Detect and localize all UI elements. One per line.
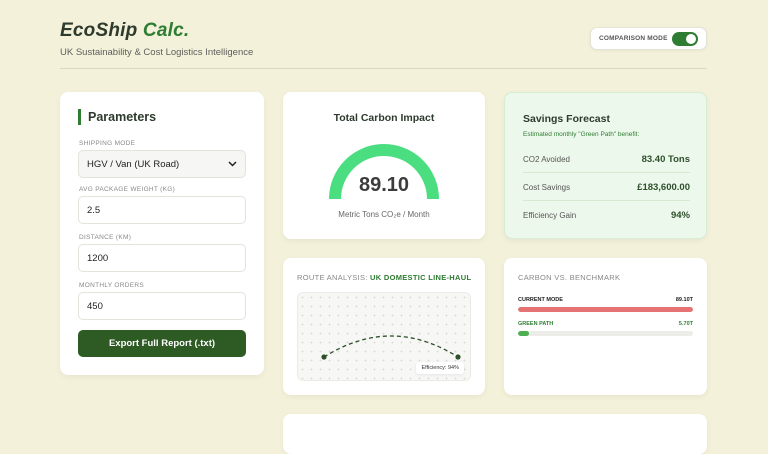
avg-weight-input[interactable]: 2.5 [78,196,246,224]
benchmark-row-green: GREEN PATH 5.70T [518,321,693,336]
route-analysis-card: ROUTE ANALYSIS: UK DOMESTIC LINE-HAUL Ef… [283,258,485,395]
comparison-mode-control[interactable]: COMPARISON MODE [590,27,707,50]
distance-value: 1200 [87,252,109,264]
forecast-row-label: Efficiency Gain [523,210,577,220]
carbon-impact-value: 89.10 [358,174,410,196]
bottom-panel [283,414,707,454]
benchmark-bar-current [518,307,693,312]
route-path-graphic [321,335,461,360]
carbon-impact-unit: Metric Tons CO₂e / Month [338,210,430,219]
forecast-divider [523,200,690,201]
carbon-impact-card: Total Carbon Impact 89.10 Metric Tons CO… [283,92,485,239]
chevron-down-icon [228,159,237,169]
benchmark-row-value: 89.10T [675,297,693,303]
gauge-arc [329,144,439,200]
export-report-button[interactable]: Export Full Report (.txt) [78,330,246,357]
brand-name: EcoShip [60,20,138,41]
route-title-highlight: UK DOMESTIC LINE-HAUL [370,273,472,282]
shipping-mode-select[interactable]: HGV / Van (UK Road) [78,150,246,178]
carbon-gauge [329,144,439,200]
benchmark-row-label: CURRENT MODE [518,297,563,303]
forecast-row-cost: Cost Savings £183,600.00 [523,177,690,197]
route-analysis-title: ROUTE ANALYSIS: UK DOMESTIC LINE-HAUL [297,273,471,282]
benchmark-row-current: CURRENT MODE 89.10T [518,297,693,312]
app-logo: EcoShip Calc. [60,20,253,42]
savings-forecast-card: Savings Forecast Estimated monthly "Gree… [504,92,707,239]
toggle-knob [686,33,696,44]
forecast-row-label: Cost Savings [523,182,571,192]
benchmark-card: CARBON VS. BENCHMARK CURRENT MODE 89.10T… [504,258,707,395]
forecast-row-efficiency: Efficiency Gain 94% [523,205,690,225]
benchmark-track [518,331,693,336]
forecast-row-value: 94% [670,209,690,221]
distance-input[interactable]: 1200 [78,244,246,272]
monthly-orders-value: 450 [87,300,103,312]
shipping-mode-label: SHIPPING MODE [79,140,136,147]
avg-weight-label: AVG PACKAGE WEIGHT (KG) [79,186,176,193]
app-tagline: UK Sustainability & Cost Logistics Intel… [60,47,254,58]
header-divider [60,68,707,69]
benchmark-track [518,307,693,312]
forecast-row-value: £183,600.00 [637,181,690,193]
monthly-orders-input[interactable]: 450 [78,292,246,320]
monthly-orders-label: MONTHLY ORDERS [79,282,144,289]
forecast-row-label: CO2 Avoided [523,154,570,164]
carbon-impact-title: Total Carbon Impact [333,112,435,124]
brand-accent: Calc. [142,20,190,41]
benchmark-title: CARBON VS. BENCHMARK [518,273,621,282]
benchmark-row-value: 5.70T [678,321,693,327]
app-header: EcoShip Calc. UK Sustainability & Cost L… [60,20,253,58]
savings-forecast-title: Savings Forecast [523,113,610,125]
avg-weight-value: 2.5 [87,204,101,216]
route-destination-marker [455,354,461,360]
forecast-row-value: 83.40 Tons [641,153,690,165]
savings-forecast-subtitle: Estimated monthly "Green Path" benefit: [523,131,640,138]
efficiency-badge: Efficiency: 94% [416,362,464,374]
route-origin-marker [321,354,327,360]
benchmark-bar-green [518,331,530,336]
route-path [323,335,459,358]
route-map: Efficiency: 94% [297,292,471,381]
parameters-title: Parameters [78,109,156,125]
route-title-prefix: ROUTE ANALYSIS: [297,273,368,282]
forecast-divider [523,172,690,173]
shipping-mode-value: HGV / Van (UK Road) [87,158,180,170]
distance-label: DISTANCE (KM) [79,234,132,241]
parameters-panel: Parameters SHIPPING MODE HGV / Van (UK R… [60,92,264,375]
forecast-row-co2: CO2 Avoided 83.40 Tons [523,149,690,169]
comparison-mode-label: COMPARISON MODE [599,35,668,42]
benchmark-row-label: GREEN PATH [518,321,554,327]
comparison-mode-toggle[interactable] [672,31,698,46]
